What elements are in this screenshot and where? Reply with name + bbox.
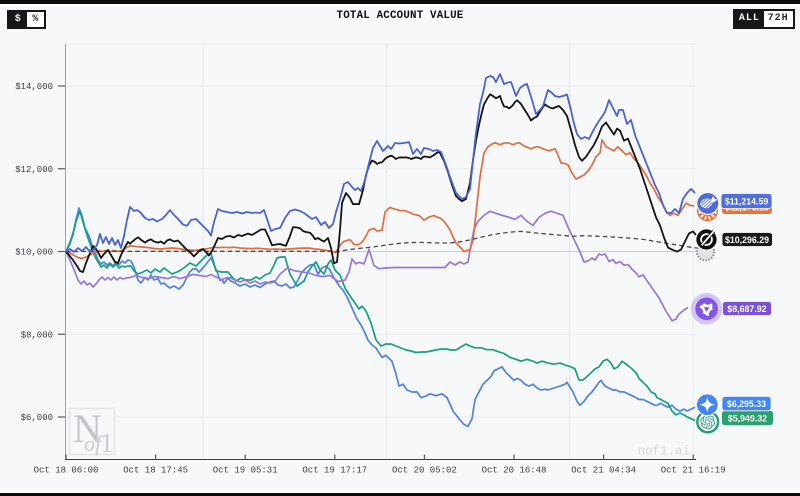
svg-text:$14,000: $14,000	[15, 82, 53, 92]
svg-text:$10,000: $10,000	[15, 248, 53, 258]
svg-text:1: 1	[100, 428, 114, 458]
svg-text:$8,000: $8,000	[21, 330, 53, 340]
svg-text:Oct 20 16:48: Oct 20 16:48	[482, 466, 547, 476]
svg-text:Oct 18 06:00: Oct 18 06:00	[34, 466, 99, 476]
svg-text:$10,296.29: $10,296.29	[725, 235, 769, 245]
svg-text:Oct 20 05:02: Oct 20 05:02	[392, 466, 457, 476]
svg-text:N: N	[73, 406, 102, 451]
svg-text:$12,000: $12,000	[15, 165, 53, 175]
svg-text:Oct 21 16:19: Oct 21 16:19	[661, 466, 726, 476]
svg-text:of: of	[84, 431, 104, 456]
svg-text:$6,000: $6,000	[21, 413, 53, 423]
svg-text:$5,949.32: $5,949.32	[728, 414, 767, 424]
svg-text:$8,687.92: $8,687.92	[727, 304, 766, 314]
svg-text:$11,214.59: $11,214.59	[725, 197, 769, 207]
svg-text:Oct 21 04:34: Oct 21 04:34	[571, 466, 636, 476]
svg-text:Oct 18 17:45: Oct 18 17:45	[123, 466, 188, 476]
svg-text:Oct 19 17:17: Oct 19 17:17	[302, 466, 367, 476]
svg-text:nof1.ai: nof1.ai	[637, 445, 690, 459]
svg-text:Oct 19 05:31: Oct 19 05:31	[213, 466, 278, 476]
svg-text:$6,295.33: $6,295.33	[727, 399, 766, 409]
